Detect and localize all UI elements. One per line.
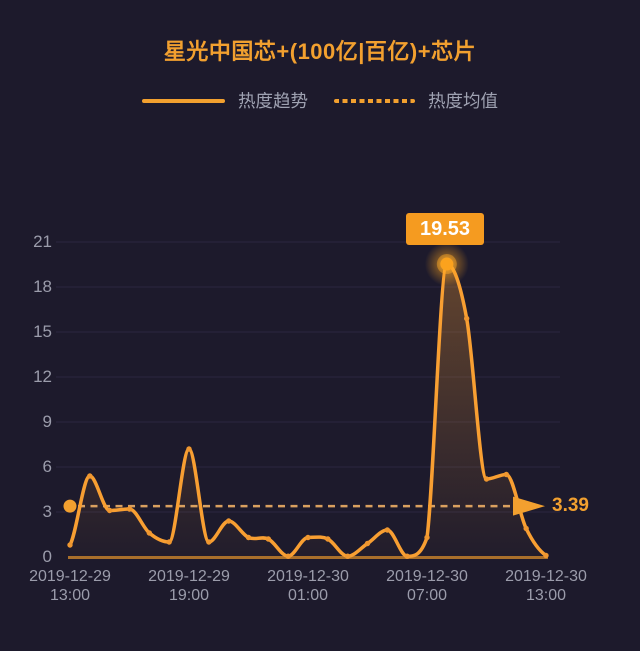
- data-point-marker: [404, 553, 410, 559]
- legend: 热度趋势 热度均值: [0, 88, 640, 113]
- data-point-marker: [106, 507, 113, 514]
- legend-item-trend[interactable]: 热度趋势: [142, 88, 308, 113]
- legend-label-mean: 热度均值: [428, 91, 498, 111]
- data-point-marker: [424, 534, 430, 541]
- data-point-marker: [463, 315, 470, 322]
- y-tick-3: 3: [42, 502, 52, 521]
- y-tick-6: 6: [42, 457, 52, 476]
- data-point-marker: [543, 552, 549, 559]
- trend-area-fill: [70, 264, 546, 557]
- x-tick-4-time: 07:00: [406, 587, 448, 604]
- y-tick-9: 9: [42, 412, 52, 431]
- peak-value-callout: 19.53: [406, 213, 484, 245]
- x-tick-1-time: 13:00: [49, 587, 91, 604]
- data-point-marker: [305, 534, 311, 541]
- x-tick-5-time: 13:00: [525, 587, 567, 604]
- data-point-marker: [67, 542, 73, 548]
- x-tick-5: 2019-12-30 13:00: [486, 567, 606, 605]
- y-tick-15: 15: [33, 322, 52, 341]
- data-point-marker: [186, 446, 192, 452]
- mean-line-swatch-icon: [334, 98, 415, 103]
- legend-item-mean[interactable]: 热度均值: [334, 88, 498, 113]
- mean-start-dot: [63, 499, 77, 513]
- x-tick-5-date: 2019-12-30: [505, 568, 587, 585]
- data-point-marker: [523, 525, 529, 532]
- data-point-marker: [503, 471, 510, 478]
- legend-label-trend: 热度趋势: [238, 91, 308, 111]
- data-point-marker: [225, 518, 232, 524]
- x-tick-3: 2019-12-30 01:00: [248, 567, 368, 605]
- data-point-marker: [384, 527, 391, 533]
- data-point-marker: [126, 506, 133, 512]
- data-point-marker: [245, 534, 252, 541]
- trend-line: [68, 262, 548, 559]
- x-tick-1: 2019-12-29 13:00: [10, 567, 130, 605]
- mean-arrow-icon: [513, 496, 545, 516]
- chart-title: 星光中国芯+(100亿|百亿)+芯片: [163, 39, 477, 64]
- trend-line-swatch-icon: [142, 98, 225, 103]
- peak-marker: [440, 257, 454, 271]
- data-point-marker: [344, 553, 351, 559]
- x-tick-4-date: 2019-12-30: [386, 568, 468, 585]
- x-tick-4: 2019-12-30 07:00: [367, 567, 487, 605]
- data-point-marker: [87, 473, 93, 479]
- data-point-marker: [483, 476, 490, 482]
- x-tick-3-time: 01:00: [287, 587, 329, 604]
- data-point-marker: [206, 539, 212, 545]
- data-point-marker: [166, 539, 172, 545]
- data-point-marker: [285, 553, 291, 559]
- data-point-marker: [364, 540, 371, 547]
- x-tick-2: 2019-12-29 19:00: [129, 567, 249, 605]
- y-tick-18: 18: [33, 277, 52, 296]
- x-tick-2-date: 2019-12-29: [148, 568, 230, 585]
- x-tick-1-date: 2019-12-29: [29, 568, 111, 585]
- data-point-marker: [325, 536, 331, 542]
- y-tick-12: 12: [33, 367, 52, 386]
- data-point-marker: [146, 530, 153, 536]
- y-tick-0: 0: [42, 547, 52, 566]
- y-tick-21: 21: [33, 232, 52, 251]
- x-tick-2-time: 19:00: [168, 587, 210, 604]
- data-point-marker: [265, 536, 272, 542]
- mean-value-label: 3.39: [552, 495, 589, 516]
- x-tick-3-date: 2019-12-30: [267, 568, 349, 585]
